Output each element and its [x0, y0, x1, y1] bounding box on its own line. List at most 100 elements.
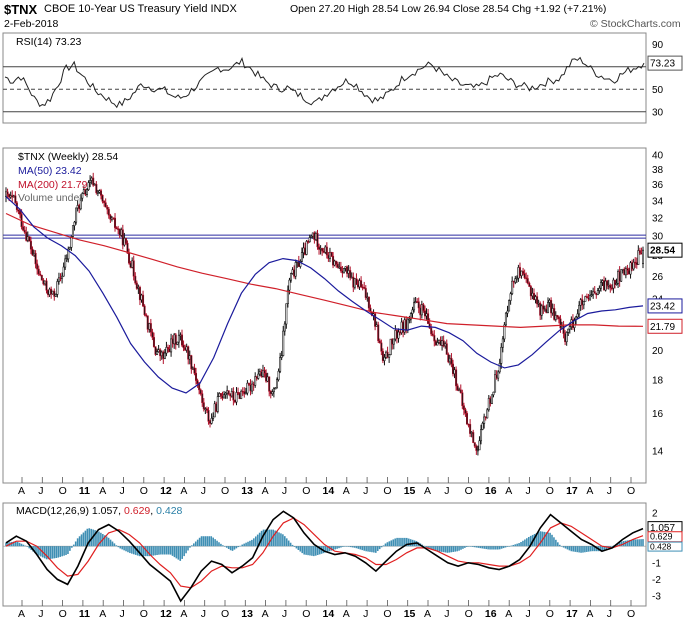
- x-tick-label: 17: [566, 485, 578, 497]
- candle-body: [467, 423, 470, 426]
- histogram-bar: [193, 543, 195, 547]
- candle-body: [500, 346, 503, 364]
- histogram-bar: [440, 546, 443, 552]
- candle-body: [342, 268, 345, 274]
- candle-body: [25, 231, 28, 241]
- candle-body: [374, 313, 377, 327]
- candle-body: [604, 280, 607, 291]
- histogram-bar: [282, 534, 284, 547]
- histogram-bar: [26, 546, 29, 547]
- candle-body: [195, 372, 198, 381]
- watermark: © StockCharts.com: [590, 18, 681, 30]
- histogram-bar: [55, 546, 58, 558]
- candle-body: [39, 273, 42, 276]
- histogram-bar: [564, 546, 567, 549]
- candle-body: [210, 417, 213, 424]
- histogram-bar: [127, 546, 129, 553]
- candle-body: [123, 237, 126, 246]
- histogram-bar: [557, 542, 559, 547]
- histogram-bar: [471, 546, 474, 547]
- histogram-bar: [601, 546, 604, 551]
- histogram-bar: [618, 542, 621, 547]
- histogram-bar: [560, 546, 563, 547]
- candle-body: [470, 432, 473, 434]
- histogram-bar: [299, 546, 302, 552]
- histogram-bar: [483, 546, 486, 549]
- candle-body: [508, 300, 511, 312]
- candle-body: [556, 315, 559, 318]
- x-tick-label: J: [120, 485, 125, 497]
- candle-body: [199, 389, 202, 394]
- candle-body: [79, 197, 82, 210]
- candle-body: [321, 248, 324, 252]
- histogram-bar: [171, 546, 174, 556]
- candle-body: [283, 323, 286, 332]
- candle-body: [638, 250, 641, 254]
- candle-body: [117, 228, 120, 230]
- candle-body: [386, 351, 389, 358]
- candle-body: [483, 416, 486, 424]
- candle-body: [584, 296, 587, 302]
- histogram-bar: [475, 546, 478, 548]
- candle-body: [413, 302, 416, 311]
- histogram-bar: [216, 540, 218, 547]
- histogram-bar: [103, 535, 106, 547]
- candle-body: [324, 246, 327, 253]
- candle-body: [503, 324, 506, 340]
- ma200-last-box: [647, 318, 683, 334]
- histogram-bar: [365, 546, 367, 552]
- candle-body: [9, 195, 12, 198]
- candle-body: [576, 313, 579, 318]
- histogram-bar: [380, 546, 383, 548]
- signal-last-label: 0.629: [650, 532, 673, 542]
- histogram-bar: [491, 546, 493, 550]
- histogram-bar: [194, 541, 197, 547]
- x-tick-label: O: [627, 608, 635, 620]
- candle-body: [89, 180, 92, 183]
- candle-body: [617, 271, 620, 284]
- candle-body: [539, 303, 542, 316]
- candle-body: [85, 189, 88, 195]
- x-tick-label: O: [465, 608, 473, 620]
- histogram-bar: [140, 546, 143, 557]
- histogram-bar: [436, 546, 439, 552]
- histogram-bar: [202, 536, 205, 547]
- candle-body: [433, 335, 436, 342]
- histogram-bar: [605, 546, 608, 550]
- candle-body: [534, 296, 537, 300]
- x-tick-label: J: [526, 608, 531, 620]
- candle-body: [179, 334, 182, 337]
- candle-body: [411, 309, 414, 314]
- histogram-bar: [49, 546, 52, 559]
- candle-body: [76, 205, 79, 209]
- candle-body: [601, 280, 604, 283]
- histogram-bar: [444, 546, 447, 553]
- histogram-bar: [495, 546, 497, 550]
- histogram-bar: [433, 546, 435, 551]
- candle-body: [268, 376, 271, 392]
- candle-body: [246, 382, 249, 394]
- rsi-tick-label: 50: [652, 85, 664, 96]
- candle-body: [154, 346, 157, 355]
- candle-body: [419, 307, 422, 316]
- candle-body: [486, 409, 489, 419]
- candle-body: [509, 293, 512, 301]
- histogram-bar: [291, 544, 294, 547]
- candle-body: [623, 268, 626, 276]
- x-axis-price: A J O 11 A J O 12 A J O 13 A J O 14 A J O 15 A J O 16 A J O 17 A J O: [18, 477, 635, 497]
- histogram-bar: [316, 546, 319, 556]
- x-tick-label: J: [444, 608, 449, 620]
- histogram-bar: [53, 546, 56, 559]
- candle-body: [532, 292, 535, 300]
- histogram-bar: [266, 529, 269, 547]
- candle-body: [325, 246, 328, 256]
- candle-body: [188, 355, 191, 360]
- histogram-bar: [131, 546, 133, 554]
- candle-body: [165, 347, 168, 354]
- candle-body: [293, 269, 296, 277]
- histogram-bar: [371, 546, 373, 553]
- x-tick-label: A: [180, 485, 187, 497]
- candle-body: [366, 296, 369, 299]
- histogram-bar: [309, 546, 311, 556]
- candle-body: [641, 249, 644, 265]
